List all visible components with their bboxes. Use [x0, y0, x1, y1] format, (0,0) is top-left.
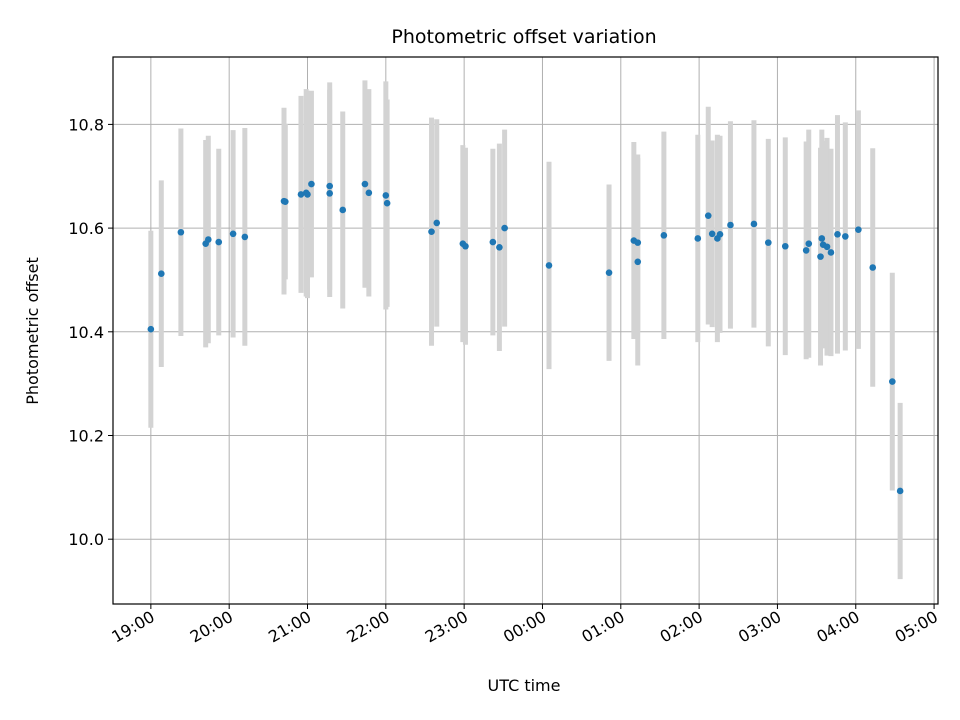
data-points: [147, 180, 904, 495]
data-point: [496, 243, 503, 251]
data-point: [889, 378, 896, 385]
data-point: [869, 264, 877, 271]
data-point: [297, 191, 305, 198]
data-point: [716, 231, 724, 238]
y-tick-label: 10.4: [68, 323, 104, 342]
data-point: [282, 198, 289, 205]
y-tick-label: 10.6: [68, 219, 104, 238]
data-point: [326, 182, 333, 190]
data-point: [708, 230, 716, 238]
data-point: [827, 249, 835, 256]
data-point: [634, 239, 642, 246]
data-point: [308, 180, 315, 188]
data-point: [365, 189, 373, 197]
data-point: [241, 233, 249, 241]
y-axis-ticks: 10.0 10.2 10.4 10.6 10.8: [68, 115, 113, 549]
data-point: [489, 238, 497, 246]
data-point: [428, 228, 435, 236]
data-point: [147, 325, 155, 333]
chart-title: Photometric offset variation: [391, 26, 656, 48]
data-point: [805, 240, 813, 247]
data-point: [339, 206, 347, 214]
data-point: [177, 228, 185, 236]
y-tick-label: 10.8: [68, 115, 104, 134]
data-point: [361, 180, 369, 188]
y-tick-label: 10.0: [68, 530, 104, 549]
data-point: [855, 226, 862, 233]
data-point: [660, 232, 668, 239]
data-point: [802, 247, 810, 254]
data-point: [634, 258, 642, 266]
data-point: [727, 221, 734, 229]
data-point: [817, 253, 824, 260]
data-point: [326, 190, 333, 197]
data-point: [382, 192, 390, 199]
data-point: [842, 233, 849, 240]
data-point: [545, 262, 553, 269]
y-axis-label: Photometric offset: [23, 257, 42, 405]
data-point: [823, 243, 831, 251]
data-point: [383, 199, 391, 207]
data-point: [229, 230, 237, 238]
data-point: [501, 224, 508, 232]
data-point: [765, 239, 772, 246]
data-point: [605, 269, 613, 276]
data-point: [781, 242, 789, 250]
y-tick-label: 10.2: [68, 426, 104, 445]
data-point: [433, 219, 441, 227]
plot-frame: [112, 56, 939, 605]
data-point: [704, 212, 712, 219]
data-point: [750, 220, 758, 228]
data-point: [157, 270, 165, 278]
x-axis-label: UTC time: [488, 676, 561, 695]
data-point: [818, 235, 826, 242]
data-point: [896, 487, 904, 495]
data-point: [462, 242, 469, 250]
data-point: [694, 235, 702, 242]
data-point: [834, 231, 841, 238]
data-point: [215, 238, 223, 246]
data-point: [304, 191, 311, 198]
data-point: [204, 236, 212, 243]
